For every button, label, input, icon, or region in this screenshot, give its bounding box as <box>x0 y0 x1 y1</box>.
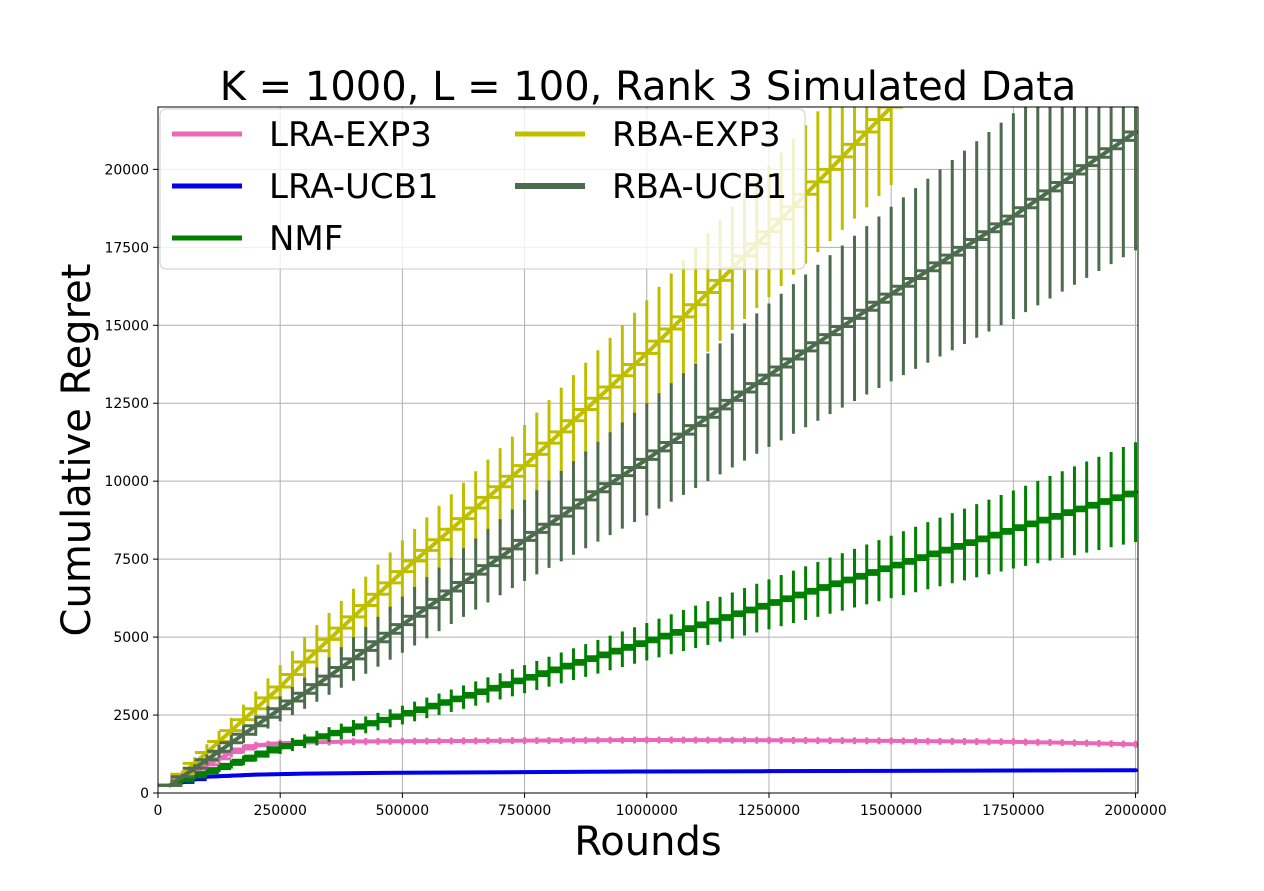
y-tick-label: 0 <box>140 786 149 802</box>
series-line <box>168 737 1138 788</box>
y-tick-label: 10000 <box>104 474 149 490</box>
x-tick-label: 1250000 <box>738 803 800 819</box>
plot-frame <box>157 106 1139 794</box>
legend-label: LRA-EXP3 <box>269 115 432 155</box>
legend-label: RBA-UCB1 <box>612 167 787 207</box>
series-nmf <box>158 442 1138 788</box>
y-tick-label: 20000 <box>104 162 149 178</box>
x-tick-label: 500000 <box>376 803 429 819</box>
x-tick-label: 0 <box>154 803 163 819</box>
y-tick-label: 12500 <box>104 396 149 412</box>
y-tick-label: 5000 <box>113 630 149 646</box>
series-line <box>168 768 1138 788</box>
legend-label: LRA-UCB1 <box>269 167 439 207</box>
legend-label: NMF <box>269 219 343 259</box>
series-lra-ucb1 <box>158 768 1138 788</box>
x-tick-label: 2000000 <box>1104 803 1166 819</box>
legend-label: RBA-EXP3 <box>612 115 781 155</box>
x-tick-label: 1500000 <box>860 803 922 819</box>
chart-title: K = 1000, L = 100, Rank 3 Simulated Data <box>220 64 1077 110</box>
series-line <box>168 129 1138 788</box>
axes: 0 250000 500000 750000 1000000 1250000 1500000… <box>104 162 1166 819</box>
x-tick-label: 1000000 <box>616 803 678 819</box>
series-rba-ucb1 <box>158 107 1138 788</box>
legend-box <box>159 108 806 270</box>
plot-series <box>158 107 1138 788</box>
x-tick-label: 1750000 <box>982 803 1044 819</box>
series-line <box>168 490 1138 788</box>
x-tick-label: 250000 <box>253 803 306 819</box>
y-tick-label: 7500 <box>113 552 149 568</box>
legend: LRA-EXP3 LRA-UCB1 NMF RBA-EXP3 RBA-UCB1 <box>159 108 806 270</box>
series-lra-exp3 <box>158 736 1138 788</box>
x-axis-label: Rounds <box>574 819 721 865</box>
y-tick-label: 17500 <box>104 240 149 256</box>
y-tick-label: 15000 <box>104 318 149 334</box>
x-tick-label: 750000 <box>498 803 551 819</box>
y-axis-label: Cumulative Regret <box>54 264 100 637</box>
y-tick-label: 2500 <box>113 708 149 724</box>
